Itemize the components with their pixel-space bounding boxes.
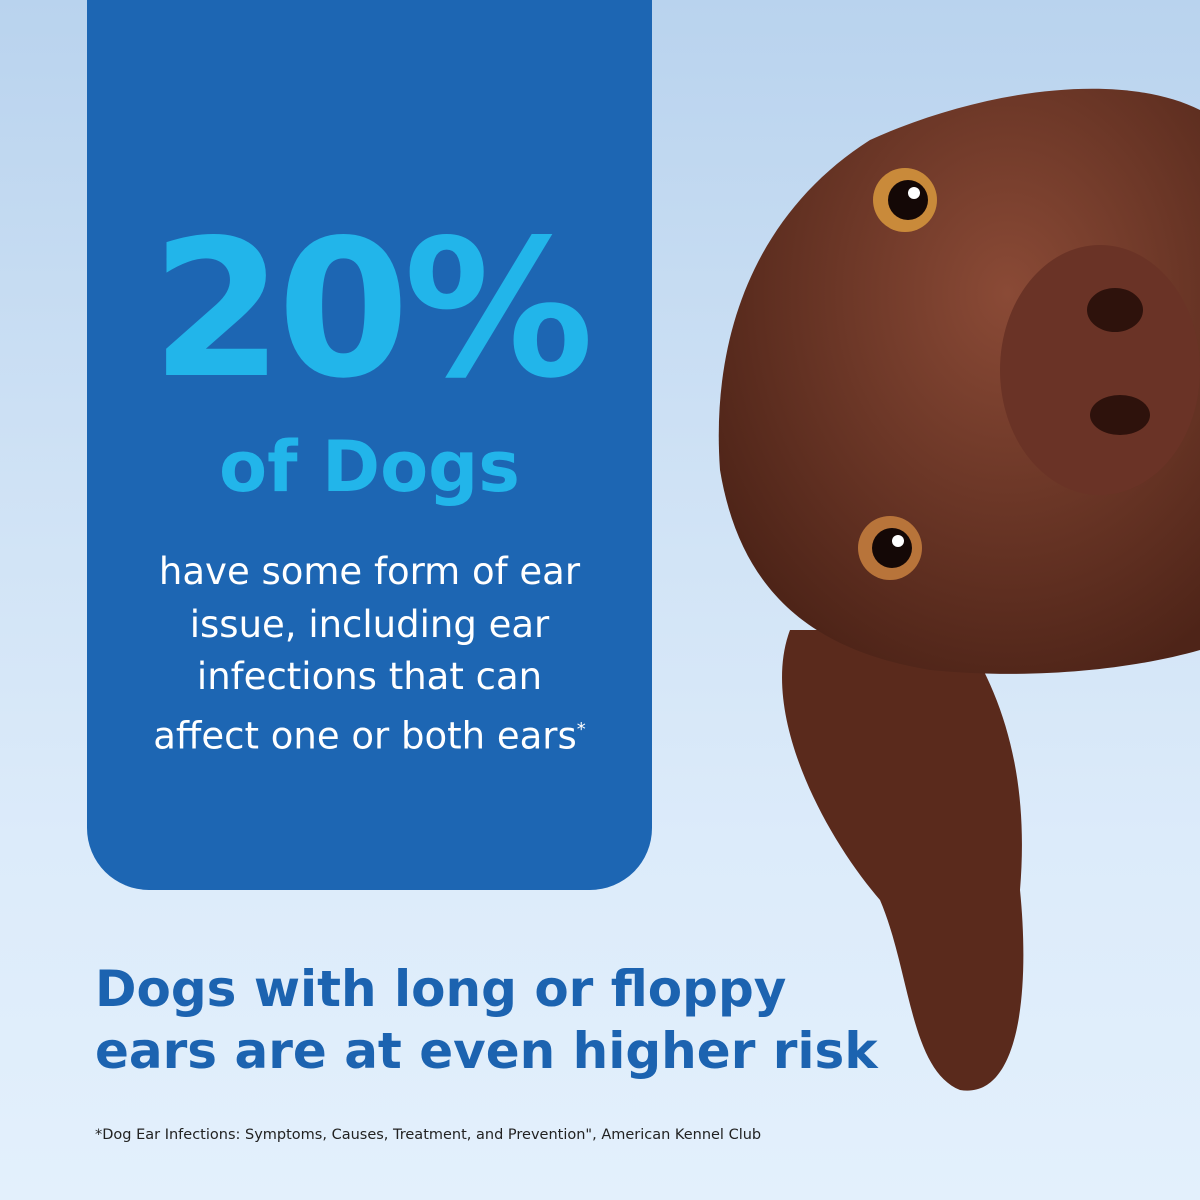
eye-highlight — [892, 535, 904, 547]
footnote-marker: * — [576, 718, 586, 740]
dog-nostril — [1087, 288, 1143, 332]
dog-ear — [782, 630, 1024, 1091]
dog-head — [718, 88, 1200, 674]
dog-pupil — [872, 528, 912, 568]
headline: Dogs with long or floppy ears are at eve… — [95, 960, 878, 1080]
stat-description: have some form of ear issue, including e… — [147, 546, 592, 762]
dog-photo — [718, 88, 1200, 1091]
footnote: *Dog Ear Infections: Symptoms, Causes, T… — [95, 1127, 762, 1143]
eye-highlight — [908, 187, 920, 199]
stat-card: 20% of Dogs have some form of ear issue,… — [87, 0, 652, 890]
dog-nostril — [1090, 395, 1150, 435]
stat-value: 20% — [151, 199, 594, 420]
dog-nose — [1000, 245, 1200, 495]
stat-subject: of Dogs — [219, 426, 520, 508]
description-text: have some form of ear issue, including e… — [153, 550, 581, 757]
dog-pupil — [888, 180, 928, 220]
